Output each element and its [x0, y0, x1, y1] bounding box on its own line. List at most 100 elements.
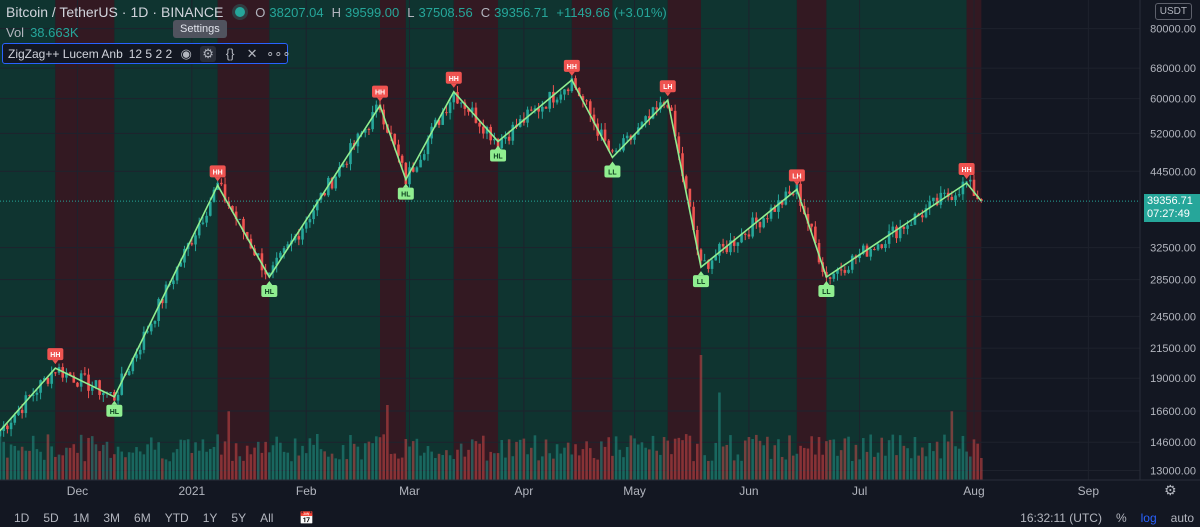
candle-body [363, 128, 367, 133]
time-tick-label: Feb [296, 484, 317, 498]
pivot-label-pointer [963, 175, 970, 180]
volume-bar [500, 440, 504, 480]
range-all[interactable]: All [260, 510, 274, 525]
range-1y[interactable]: 1Y [202, 510, 218, 525]
volume-bar [138, 451, 142, 480]
time-tick-label: Sep [1078, 484, 1100, 498]
volume-bar [393, 453, 397, 480]
volume-bar [699, 355, 703, 480]
indicator-legend[interactable]: ZigZag++ Lucem Anb 12 5 2 2 ◉ ⚙ {} ✕ ∘∘∘ [2, 43, 291, 64]
settings-gear-icon[interactable]: ⚙ [1164, 483, 1177, 499]
volume-bar [360, 459, 363, 480]
pivot-label-pointer [450, 83, 457, 88]
range-1d[interactable]: 1D [14, 510, 30, 525]
symbol-name[interactable]: Bitcoin / TetherUS [6, 4, 118, 20]
close-icon[interactable]: ✕ [246, 45, 258, 61]
volume-bar [264, 441, 267, 480]
percent-toggle[interactable]: % [1115, 510, 1127, 525]
candle-body [965, 181, 968, 183]
more-icon[interactable]: ∘∘∘ [266, 45, 291, 61]
candle-body [884, 243, 887, 249]
volume-bar [90, 436, 94, 480]
candle-body [478, 122, 481, 127]
pivot-label-box [818, 285, 835, 298]
clock-time[interactable]: 16:32:11 (UTC) [1020, 510, 1102, 525]
volume-bar [791, 455, 795, 480]
candle-body [898, 226, 902, 239]
eye-icon[interactable]: ◉ [180, 45, 192, 61]
range-6m[interactable]: 6M [134, 510, 151, 525]
gear-icon[interactable]: ⚙ [200, 45, 217, 62]
candle-body [865, 245, 869, 257]
candle-body [120, 373, 124, 395]
volume-bar [935, 441, 939, 480]
log-toggle[interactable]: log [1140, 510, 1157, 525]
volume-bar [459, 443, 463, 480]
volume-bar [895, 455, 898, 480]
candle-body [260, 253, 264, 271]
volume-bar [312, 444, 315, 480]
candle-body [393, 133, 397, 145]
volume-bar [806, 448, 810, 480]
interval[interactable]: 1D [130, 4, 149, 20]
candle-body [747, 234, 751, 237]
volume-bar [386, 405, 389, 480]
candle-body [459, 102, 463, 104]
candle-body [157, 299, 160, 321]
currency-badge[interactable]: USDT [1154, 3, 1192, 20]
auto-toggle[interactable]: auto [1170, 510, 1194, 525]
candle-body [375, 104, 378, 113]
candle-body [559, 94, 563, 100]
pivot-label-text: HH [962, 167, 972, 174]
range-5y[interactable]: 5Y [231, 510, 247, 525]
high-key: H [331, 4, 342, 20]
volume-bar [574, 444, 577, 480]
pivot-label-pointer [52, 360, 59, 365]
volume-bar [400, 457, 404, 480]
candle-body [544, 106, 548, 109]
price-tick-label: 19000.00 [1150, 373, 1196, 385]
volume-bar [529, 447, 533, 480]
volume-bar [766, 436, 769, 480]
candle-body [906, 225, 909, 229]
pivot-label-pointer [568, 71, 575, 76]
volume-bar [939, 458, 943, 480]
volume-bar [636, 444, 640, 480]
volume-bar [46, 434, 50, 480]
volume-bar [109, 457, 112, 480]
volume-bar [932, 451, 935, 480]
volume-bar [640, 442, 644, 480]
candle-body [76, 382, 79, 387]
volume-bar [249, 454, 253, 480]
volume-bar [526, 454, 529, 480]
candle-body [659, 102, 662, 110]
volume-bar [234, 443, 238, 480]
price-axis[interactable]: 80000.00 68000.00 60000.00 52000.00 44500.00… [1150, 24, 1196, 478]
volume-bar [614, 436, 618, 480]
trend-band [405, 0, 454, 480]
braces-icon[interactable]: {} [225, 46, 235, 61]
volume-bar [345, 459, 349, 480]
candle-body [164, 284, 168, 304]
volume-bar [507, 439, 511, 480]
candle-body [773, 207, 777, 212]
volume-bar [585, 441, 588, 480]
candle-body [507, 136, 511, 141]
candle-body [68, 372, 72, 376]
volume-bar [887, 440, 891, 480]
candle-body [869, 248, 872, 257]
range-ytd[interactable]: YTD [164, 510, 189, 525]
candle-body [135, 354, 138, 359]
range-1m[interactable]: 1M [72, 510, 90, 525]
time-axis[interactable]: Dec 2021 Feb Mar Apr May Jun Jul Aug Sep [67, 484, 1100, 498]
range-3m[interactable]: 3M [103, 510, 121, 525]
go-to-date-icon[interactable]: 📅 [299, 510, 315, 525]
candle-body [2, 425, 5, 432]
volume-bar [559, 453, 563, 480]
volume-bar [452, 458, 456, 480]
range-5d[interactable]: 5D [43, 510, 59, 525]
candle-body [13, 415, 17, 423]
candle-body [814, 226, 817, 244]
candle-body [482, 126, 485, 134]
